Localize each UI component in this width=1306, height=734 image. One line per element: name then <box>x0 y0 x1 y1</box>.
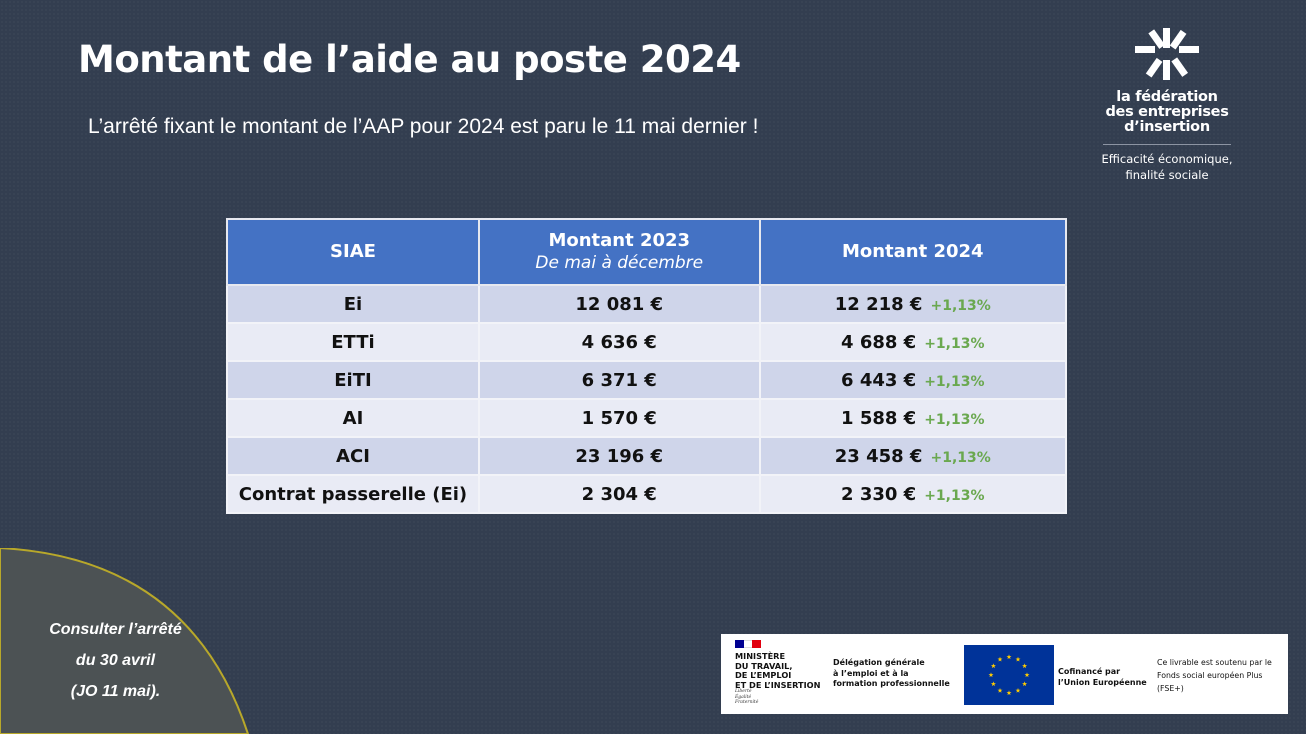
amount-2024-cell: 6 443 € +1,13% <box>758 360 1068 400</box>
amount-2023-cell: 12 081 € <box>477 284 761 324</box>
amount-2024-cell: 1 588 € +1,13% <box>758 398 1068 438</box>
eu-flag-icon <box>964 645 1054 705</box>
header-siae: SIAE <box>226 218 480 286</box>
amount-2024-cell: 12 218 € +1,13% <box>758 284 1068 324</box>
ministry-name: MINISTÈRE DU TRAVAIL, DE L’EMPLOI ET DE … <box>735 651 821 690</box>
partners-banner: MINISTÈRE DU TRAVAIL, DE L’EMPLOI ET DE … <box>721 634 1288 714</box>
federation-name: la fédération des entreprises d’insertio… <box>1105 89 1229 135</box>
table-row: ACI 23 196 € 23 458 € +1,13% <box>226 436 1068 476</box>
eu-star-icon <box>1022 663 1028 669</box>
eu-star-icon <box>1024 672 1030 678</box>
cofinanced-label: Cofinancé par l’Union Européenne <box>1058 667 1147 687</box>
eu-star-icon <box>997 656 1003 662</box>
amount-2023-cell: 4 636 € <box>477 322 761 362</box>
amount-2023-cell: 2 304 € <box>477 474 761 514</box>
amount-2023-cell: 6 371 € <box>477 360 761 400</box>
header-montant-2024: Montant 2024 <box>758 218 1068 286</box>
siae-cell: ETTi <box>226 322 480 362</box>
french-flag-icon <box>735 640 762 648</box>
republic-motto: Liberté Égalité Fraternité <box>735 689 759 706</box>
aid-amount-table: SIAE Montant 2023 De mai à décembre Mont… <box>226 218 1068 514</box>
consult-decree-link[interactable]: Consulter l’arrêté du 30 avril (JO 11 ma… <box>49 621 182 700</box>
table-row: EiTI 6 371 € 6 443 € +1,13% <box>226 360 1068 400</box>
header-montant-2023: Montant 2023 De mai à décembre <box>477 218 761 286</box>
siae-cell: ACI <box>226 436 480 476</box>
eu-star-icon <box>1006 690 1012 696</box>
table-row: Ei 12 081 € 12 218 € +1,13% <box>226 284 1068 324</box>
eu-star-icon <box>990 663 996 669</box>
change-percent: +1,13% <box>924 335 985 352</box>
amount-2023-cell: 23 196 € <box>477 436 761 476</box>
siae-cell: EiTI <box>226 360 480 400</box>
siae-cell: AI <box>226 398 480 438</box>
amount-2024-cell: 23 458 € +1,13% <box>758 436 1068 476</box>
eu-star-icon <box>1022 681 1028 687</box>
eu-star-icon <box>1006 654 1012 660</box>
federation-logo-icon <box>1135 28 1199 80</box>
table-row: AI 1 570 € 1 588 € +1,13% <box>226 398 1068 438</box>
eu-star-icon <box>1015 656 1021 662</box>
federation-logo: la fédération des entreprises d’insertio… <box>1092 28 1242 183</box>
amount-2024-cell: 4 688 € +1,13% <box>758 322 1068 362</box>
eu-star-icon <box>990 681 996 687</box>
change-percent: +1,13% <box>924 487 985 504</box>
amount-2023-cell: 1 570 € <box>477 398 761 438</box>
logo-divider <box>1103 144 1231 145</box>
siae-cell: Contrat passerelle (Ei) <box>226 474 480 514</box>
change-percent: +1,13% <box>930 449 991 466</box>
page-subtitle: L’arrêté fixant le montant de l’AAP pour… <box>88 115 759 138</box>
corner-shape <box>0 548 250 734</box>
eu-star-icon <box>1015 687 1021 693</box>
header-montant-2023-sub: De mai à décembre <box>535 253 704 273</box>
federation-tagline: Efficacité économique, finalité sociale <box>1101 152 1233 182</box>
change-percent: +1,13% <box>930 297 991 314</box>
change-percent: +1,13% <box>924 411 985 428</box>
fse-label: Ce livrable est soutenu par le Fonds soc… <box>1157 658 1272 693</box>
dgefp-label: Délégation générale à l’emploi et à la f… <box>833 658 950 688</box>
table-row: ETTi 4 636 € 4 688 € +1,13% <box>226 322 1068 362</box>
eu-star-icon <box>988 672 994 678</box>
eu-star-icon <box>997 687 1003 693</box>
amount-2024-cell: 2 330 € +1,13% <box>758 474 1068 514</box>
change-percent: +1,13% <box>924 373 985 390</box>
table-header-row: SIAE Montant 2023 De mai à décembre Mont… <box>226 218 1068 286</box>
siae-cell: Ei <box>226 284 480 324</box>
page-title: Montant de l’aide au poste 2024 <box>78 38 741 81</box>
table-row: Contrat passerelle (Ei) 2 304 € 2 330 € +… <box>226 474 1068 514</box>
